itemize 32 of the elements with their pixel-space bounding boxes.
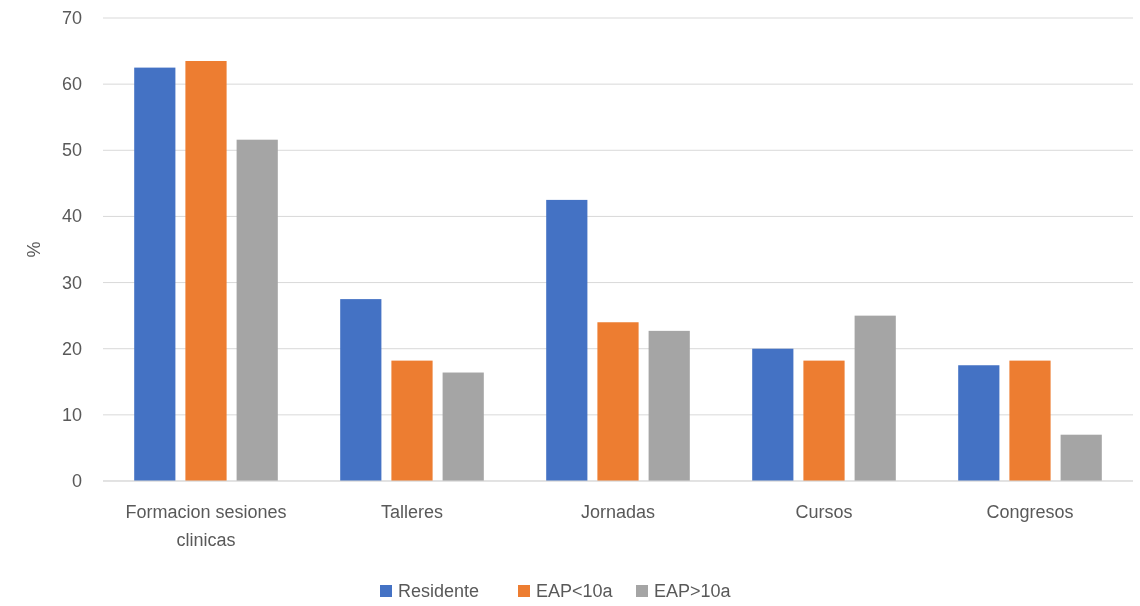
legend-label: EAP<10a xyxy=(536,581,614,601)
bar xyxy=(236,139,278,481)
bar xyxy=(1009,360,1051,481)
x-tick-label: Congresos xyxy=(986,502,1074,522)
bar xyxy=(340,299,382,481)
y-tick-label: 70 xyxy=(61,8,82,28)
bar xyxy=(442,372,484,481)
bar xyxy=(1060,434,1102,481)
y-axis-title: % xyxy=(24,241,44,258)
y-tick-label: 0 xyxy=(71,471,82,491)
y-tick-label: 10 xyxy=(61,404,82,425)
x-tick-label: Jornadas xyxy=(580,502,656,522)
bar xyxy=(803,360,845,481)
x-tick-label: Formacion sesiones clinicas xyxy=(125,502,287,550)
legend-label: Residente xyxy=(398,581,480,601)
bar xyxy=(854,315,896,481)
bar xyxy=(752,348,794,481)
bar xyxy=(185,60,227,481)
bar xyxy=(648,330,690,481)
y-tick-label: 60 xyxy=(61,74,82,95)
bar xyxy=(597,322,639,481)
x-tick-label: Talleres xyxy=(380,502,444,522)
bar xyxy=(391,360,433,481)
y-tick-label: 20 xyxy=(61,338,82,359)
legend-label: EAP>10a xyxy=(654,581,732,601)
bar xyxy=(546,199,588,481)
y-tick-label: 50 xyxy=(61,140,82,161)
bar xyxy=(134,67,176,481)
y-tick-label: 30 xyxy=(61,272,82,293)
y-tick-label: 40 xyxy=(61,206,82,227)
x-tick-label: Cursos xyxy=(795,502,853,522)
bar xyxy=(958,365,1000,481)
